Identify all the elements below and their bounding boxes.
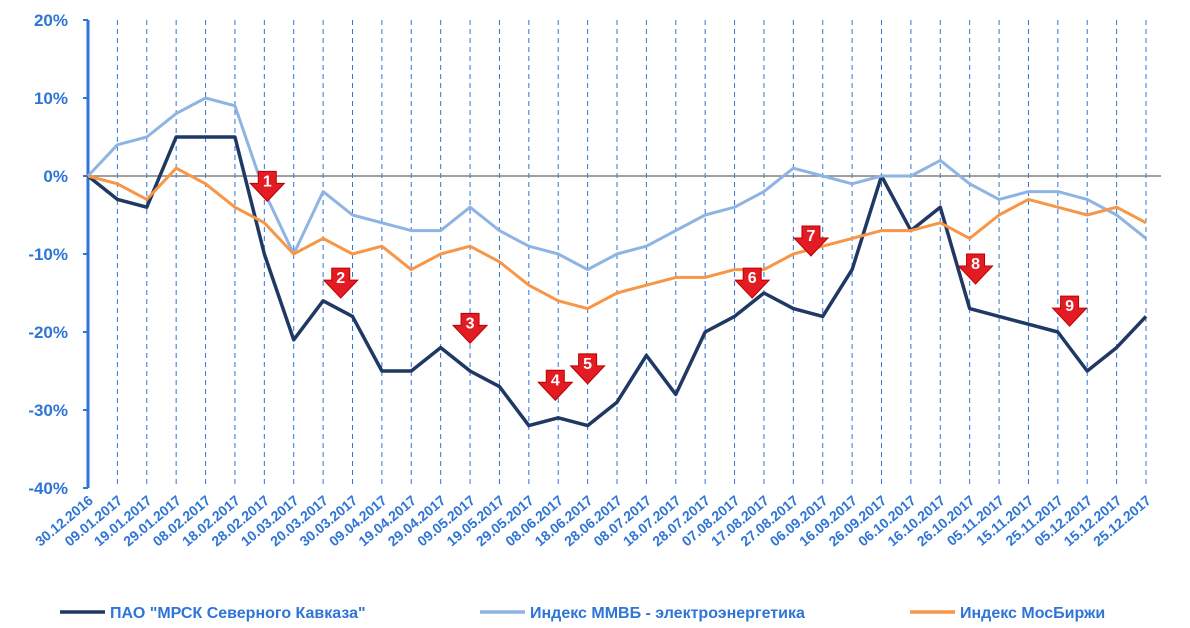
annotation-arrow [537, 369, 574, 401]
annotation-label: 1 [263, 173, 272, 190]
annotation-arrow [451, 312, 489, 345]
annotation-arrow [569, 353, 606, 385]
y-tick-label: -40% [28, 479, 68, 498]
legend-label: Индекс МосБиржи [960, 605, 1105, 622]
annotation-label: 6 [748, 270, 757, 287]
annotation-arrow [249, 170, 286, 203]
annotation-arrow [957, 253, 994, 285]
annotation-label: 9 [1065, 298, 1074, 315]
y-tick-label: 10% [34, 89, 68, 108]
legend-label: ПАО "МРСК Северного Кавказа" [110, 605, 366, 622]
annotation-label: 3 [466, 315, 475, 332]
y-tick-label: -20% [28, 323, 68, 342]
annotation-arrow [322, 267, 359, 299]
legend-label: Индекс ММВБ - электроэнергетика [530, 605, 805, 622]
y-tick-label: -10% [28, 245, 68, 264]
annotation-label: 8 [971, 256, 980, 273]
y-tick-label: 20% [34, 11, 68, 30]
annotation-label: 2 [336, 270, 345, 287]
y-tick-label: 0% [43, 167, 68, 186]
series-line [87, 166, 1147, 311]
annotation-label: 4 [551, 372, 560, 389]
annotation-arrow [1051, 295, 1088, 327]
series-line [86, 135, 1148, 428]
annotation-arrow [734, 267, 771, 299]
annotation-arrow [792, 225, 830, 257]
y-tick-label: -30% [28, 401, 68, 420]
annotation-label: 7 [807, 228, 816, 245]
annotation-label: 5 [583, 356, 592, 373]
